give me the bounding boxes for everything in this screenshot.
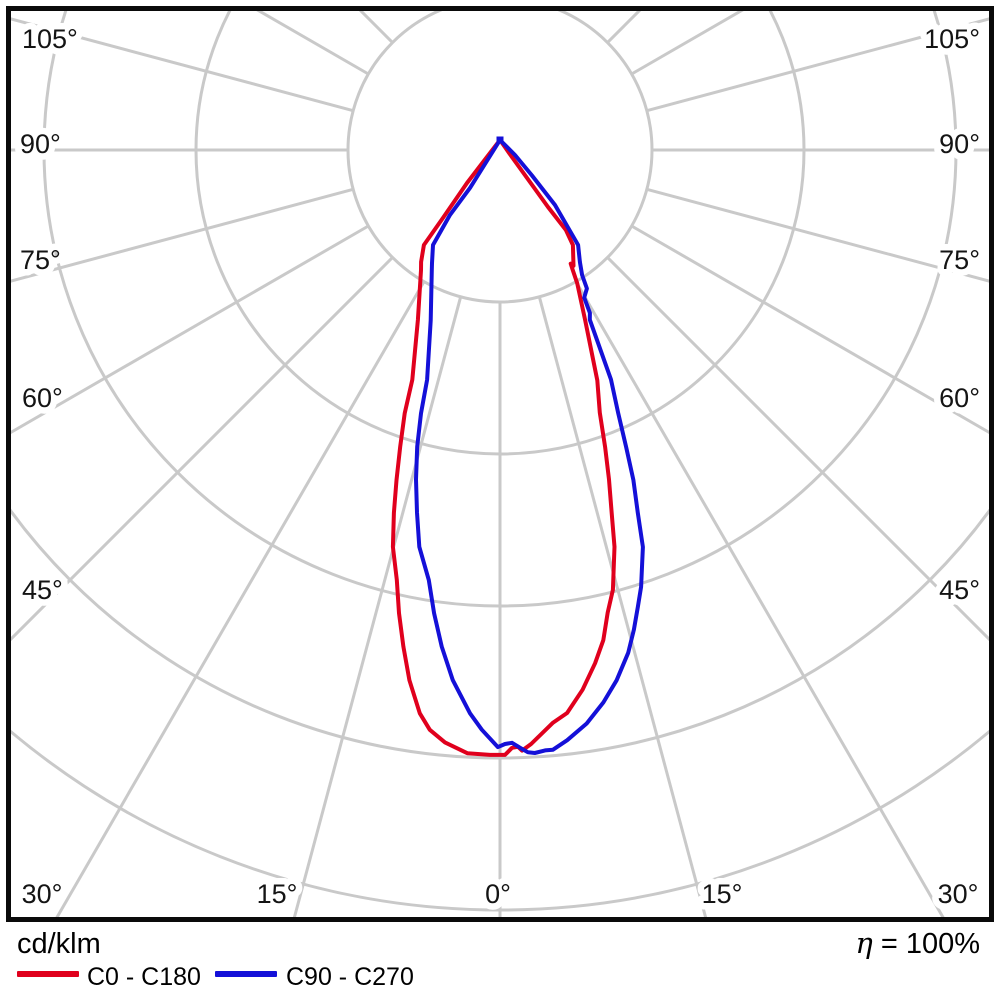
polar-spoke — [11, 17, 354, 113]
angle-label: 45° — [939, 575, 980, 605]
polar-spoke — [646, 17, 989, 113]
angle-label: 105° — [22, 24, 78, 54]
polar-spoke — [11, 256, 394, 642]
polar-spoke — [54, 280, 426, 918]
angle-label: 15° — [702, 879, 743, 909]
angle-label: 90° — [20, 129, 61, 159]
legend-label-c90-c270: C90 - C270 — [286, 963, 414, 991]
curve-C0-C180 — [390, 138, 617, 757]
polar-spoke — [574, 280, 946, 918]
legend-label-c0-c180: C0 - C180 — [87, 963, 201, 991]
angle-label: 45° — [22, 575, 63, 605]
polar-spoke — [11, 224, 370, 435]
units-label: cd/klm — [17, 928, 101, 960]
angle-label: 75° — [20, 245, 61, 275]
curve-C90-C270 — [414, 138, 645, 755]
eta-symbol: η — [855, 926, 873, 960]
polar-spoke — [630, 224, 989, 435]
polar-ring — [346, 11, 654, 304]
eta-value: = 100% — [872, 928, 980, 960]
polar-spoke — [646, 187, 989, 283]
polar-spoke — [537, 296, 708, 918]
angle-label: 60° — [22, 383, 63, 413]
angle-label: 0° — [485, 879, 511, 909]
plot-border — [6, 6, 994, 922]
angle-label: 30° — [938, 879, 979, 909]
angle-label: 90° — [939, 129, 980, 159]
polar-spoke — [292, 296, 463, 918]
legend-swatch-c90-c270 — [215, 971, 277, 977]
angle-label: 30° — [22, 879, 63, 909]
curve-peak-marker — [496, 136, 504, 144]
polar-spoke — [606, 256, 989, 642]
legend-swatch-c0-c180 — [17, 971, 79, 977]
angle-label: 60° — [939, 383, 980, 413]
polar-spoke — [11, 187, 354, 283]
angle-label: 105° — [924, 24, 980, 54]
angle-label: 75° — [939, 245, 980, 275]
efficiency-label: η = 100% — [855, 926, 980, 961]
angle-label: 15° — [257, 879, 298, 909]
